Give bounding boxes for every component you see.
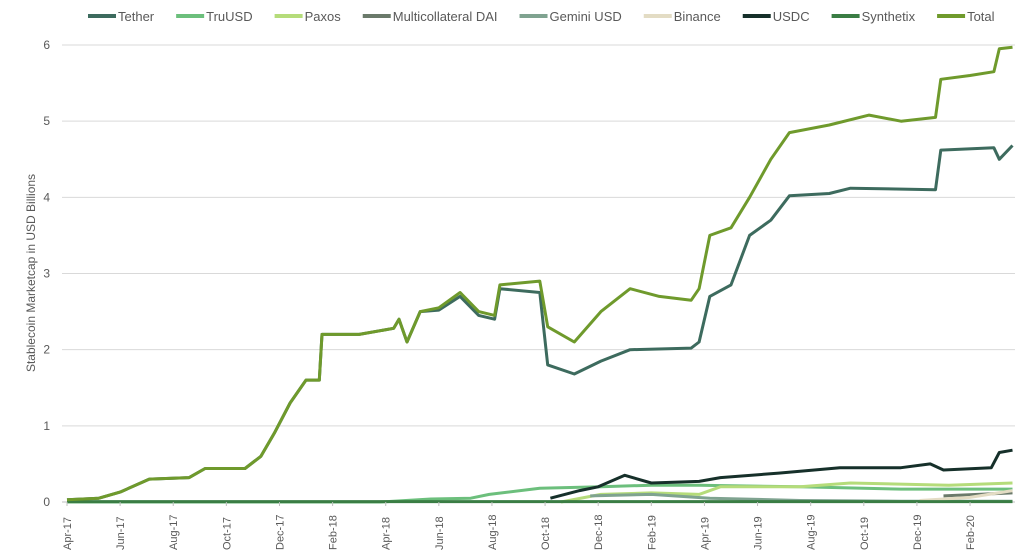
series-line-tether: [66, 144, 1014, 502]
x-tick-label: Apr-17: [62, 517, 74, 550]
y-tick-label: 3: [43, 267, 50, 281]
series-line-binance: [919, 489, 1013, 502]
x-tick-label: Feb-19: [646, 515, 658, 550]
legend-label: Total: [967, 9, 995, 24]
series-line-truusd: [67, 483, 1013, 504]
y-tick-label: 4: [43, 190, 50, 204]
series-line-usdc: [550, 448, 1013, 500]
x-tick-label: Jun-18: [434, 516, 446, 550]
x-tick-label: Feb-20: [965, 515, 977, 550]
x-tick-label: Oct-19: [859, 517, 871, 550]
y-tick-label: 0: [43, 495, 50, 509]
x-tick-label: Jun-19: [753, 516, 765, 550]
x-tick-label: Apr-18: [381, 517, 393, 550]
legend-label: Tether: [118, 9, 155, 24]
legend-label: USDC: [773, 9, 810, 24]
x-tick-label: Aug-19: [806, 515, 818, 550]
x-tick-label: Oct-18: [540, 517, 552, 550]
legend-label: Binance: [674, 9, 721, 24]
x-tick-label: Feb-18: [328, 515, 340, 550]
x-tick-label: Aug-17: [168, 515, 180, 550]
x-tick-label: Dec-18: [593, 515, 605, 550]
y-tick-label: 5: [43, 114, 50, 128]
y-tick-label: 2: [43, 343, 50, 357]
legend-label: Gemini USD: [550, 9, 622, 24]
legend-label: Paxos: [305, 9, 342, 24]
legend-label: Multicollateral DAI: [393, 9, 498, 24]
y-tick-label: 1: [43, 419, 50, 433]
x-tick-label: Dec-17: [274, 515, 286, 550]
x-tick-label: Apr-19: [699, 517, 711, 550]
legend-label: TruUSD: [206, 9, 252, 24]
legend-label: Synthetix: [862, 9, 916, 24]
x-tick-label: Dec-19: [912, 515, 924, 550]
series-line-total: [66, 45, 1013, 502]
x-tick-label: Jun-17: [115, 516, 127, 550]
x-tick-label: Aug-18: [487, 515, 499, 550]
y-tick-label: 6: [43, 38, 50, 52]
y-axis-label: Stablecoin Marketcap in USD Billions: [24, 174, 38, 372]
x-tick-label: Oct-17: [221, 517, 233, 550]
